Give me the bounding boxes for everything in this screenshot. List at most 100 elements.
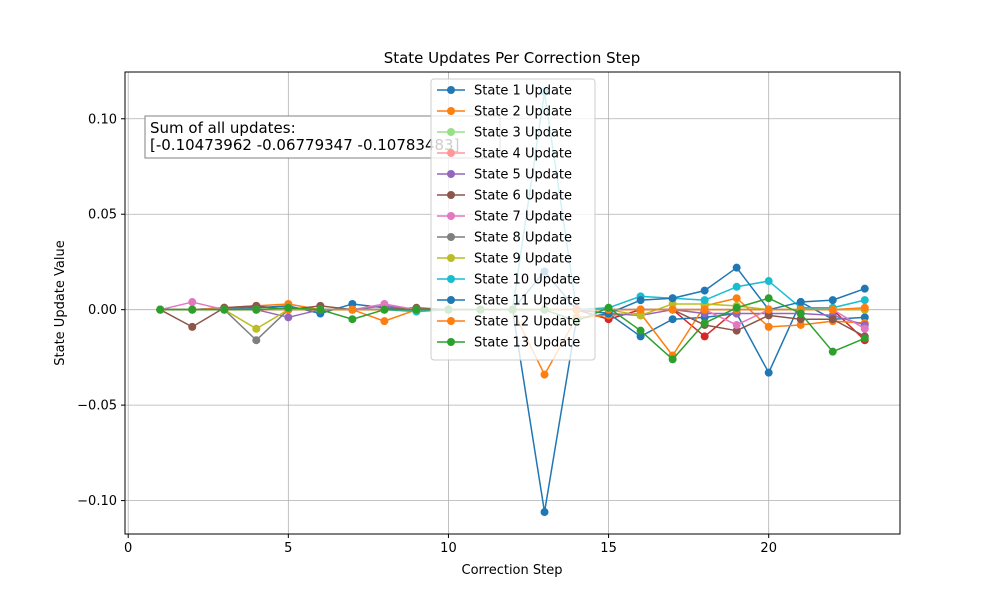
legend-entry: State 10 Update bbox=[437, 273, 580, 288]
y-tick-label: −0.10 bbox=[77, 494, 117, 509]
data-point bbox=[668, 305, 677, 314]
legend-marker bbox=[447, 317, 455, 325]
legend-label: State 3 Update bbox=[474, 126, 572, 141]
data-point bbox=[604, 303, 613, 312]
legend: State 1 Update State 2 Update State 3 Upda… bbox=[430, 78, 596, 361]
data-point bbox=[764, 277, 773, 286]
data-point bbox=[700, 296, 709, 305]
data-point bbox=[220, 305, 229, 314]
x-tick-label: 20 bbox=[760, 541, 777, 556]
legend-entry: State 1 Update bbox=[437, 84, 572, 99]
legend-entry: State 3 Update bbox=[437, 126, 572, 141]
data-point bbox=[380, 305, 389, 314]
legend-marker bbox=[447, 212, 455, 220]
data-point bbox=[732, 263, 741, 272]
legend-entry: State 13 Update bbox=[437, 336, 580, 351]
legend-label: State 4 Update bbox=[474, 147, 572, 162]
data-point bbox=[732, 320, 741, 329]
legend-marker bbox=[447, 338, 455, 346]
data-point bbox=[860, 324, 869, 333]
data-point bbox=[732, 326, 741, 335]
legend-entry: State 6 Update bbox=[437, 189, 572, 204]
data-point bbox=[316, 305, 325, 314]
legend-entry: State 2 Update bbox=[437, 105, 572, 120]
data-point bbox=[764, 305, 773, 314]
data-point bbox=[700, 332, 709, 341]
legend-label: State 12 Update bbox=[474, 315, 580, 330]
data-point bbox=[252, 336, 261, 345]
y-tick-label: 0.00 bbox=[88, 303, 117, 318]
annotation-line-2: [-0.10473962 -0.06779347 -0.10783483] bbox=[150, 136, 459, 154]
x-axis-label: Correction Step bbox=[462, 563, 563, 578]
legend-entry: State 7 Update bbox=[437, 210, 572, 225]
legend-label: State 11 Update bbox=[474, 294, 580, 309]
data-point bbox=[860, 284, 869, 293]
legend-label: State 13 Update bbox=[474, 336, 580, 351]
data-point bbox=[188, 298, 197, 307]
data-point bbox=[700, 305, 709, 314]
legend-marker bbox=[447, 107, 455, 115]
data-point bbox=[828, 296, 837, 305]
data-point bbox=[252, 305, 261, 314]
legend-label: State 7 Update bbox=[474, 210, 572, 225]
legend-marker bbox=[447, 296, 455, 304]
axis-ticks: 0 5 10 15 20 −0.10 −0.05 0.00 0.05 0.10 bbox=[77, 112, 777, 556]
legend-marker bbox=[447, 275, 455, 283]
data-point bbox=[156, 305, 165, 314]
annotation-line-1: Sum of all updates: bbox=[150, 119, 296, 137]
legend-entry: State 4 Update bbox=[437, 147, 572, 162]
data-point bbox=[348, 299, 357, 308]
legend-marker bbox=[447, 128, 455, 136]
data-point bbox=[732, 294, 741, 303]
legend-label: State 6 Update bbox=[474, 189, 572, 204]
data-point bbox=[700, 319, 709, 328]
data-point bbox=[796, 298, 805, 307]
legend-marker bbox=[447, 149, 455, 157]
legend-marker bbox=[447, 191, 455, 199]
data-point bbox=[284, 313, 293, 322]
legend-frame bbox=[430, 78, 596, 361]
data-point bbox=[380, 299, 389, 308]
legend-label: State 5 Update bbox=[474, 168, 572, 183]
x-tick-label: 15 bbox=[600, 541, 617, 556]
data-point bbox=[860, 313, 869, 322]
data-point bbox=[348, 305, 357, 314]
legend-entry: State 8 Update bbox=[437, 231, 572, 246]
legend-label: State 1 Update bbox=[474, 84, 572, 99]
y-tick-label: 0.10 bbox=[88, 112, 117, 127]
data-point bbox=[860, 334, 869, 343]
legend-marker bbox=[447, 86, 455, 94]
data-point bbox=[668, 294, 677, 303]
data-point bbox=[764, 322, 773, 331]
data-point bbox=[540, 370, 549, 379]
legend-entry: State 5 Update bbox=[437, 168, 572, 183]
data-point bbox=[796, 309, 805, 318]
x-tick-label: 10 bbox=[440, 541, 457, 556]
legend-entry: State 11 Update bbox=[437, 294, 580, 309]
data-point bbox=[796, 315, 805, 324]
data-point bbox=[380, 317, 389, 326]
data-point bbox=[636, 311, 645, 320]
data-point bbox=[252, 324, 261, 333]
data-point bbox=[668, 299, 677, 308]
legend-marker bbox=[447, 170, 455, 178]
data-point bbox=[188, 305, 197, 314]
data-point bbox=[732, 303, 741, 312]
data-point bbox=[636, 305, 645, 314]
legend-entry: State 12 Update bbox=[437, 315, 580, 330]
axes-frame bbox=[124, 71, 901, 535]
data-point bbox=[828, 347, 837, 356]
data-point bbox=[668, 355, 677, 364]
data-point bbox=[540, 508, 549, 517]
data-point bbox=[732, 282, 741, 291]
legend-label: State 10 Update bbox=[474, 273, 580, 288]
x-tick-label: 5 bbox=[284, 541, 292, 556]
legend-label: State 8 Update bbox=[474, 231, 572, 246]
data-point bbox=[700, 286, 709, 295]
legend-label: State 9 Update bbox=[474, 252, 572, 267]
data-point bbox=[860, 303, 869, 312]
y-tick-label: −0.05 bbox=[77, 399, 117, 414]
data-point bbox=[828, 315, 837, 324]
data-point bbox=[668, 315, 677, 324]
